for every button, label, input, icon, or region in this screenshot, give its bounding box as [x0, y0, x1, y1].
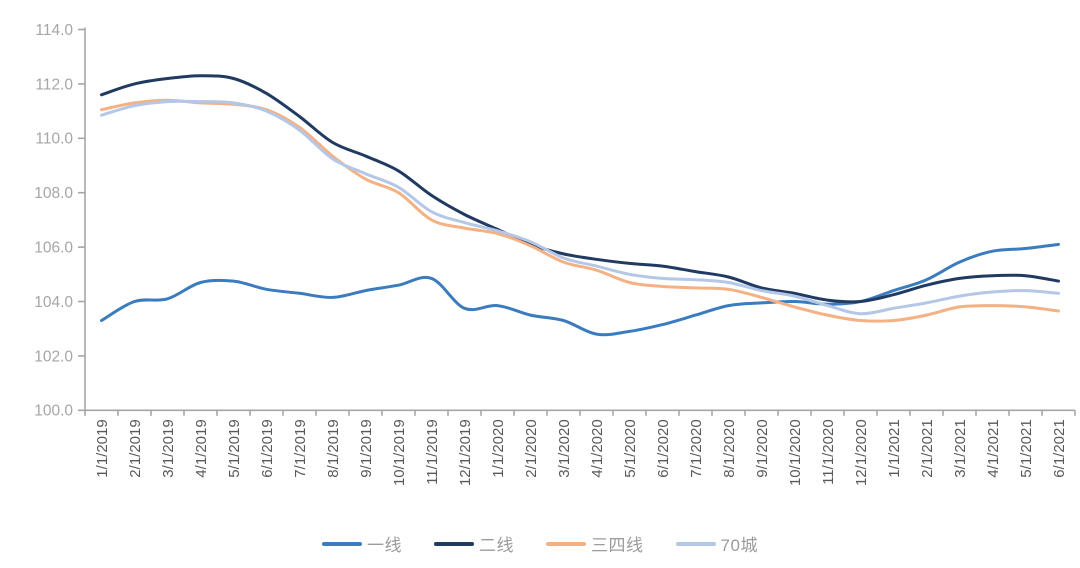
series-line-second-tier [100, 74, 1060, 304]
x-axis-label: 7/1/2020 [688, 419, 705, 477]
x-axis-label: 4/1/2020 [589, 419, 606, 477]
x-axis-label: 6/1/2020 [655, 419, 672, 477]
y-axis-label: 106.0 [34, 240, 73, 257]
y-axis-label: 114.0 [35, 22, 73, 39]
legend-label-third-fourth-tier: 三四线 [591, 536, 644, 555]
legend-item-second-tier[interactable]: 二线 [434, 531, 514, 556]
x-axis-label: 12/1/2019 [457, 419, 474, 486]
x-axis-label: 8/1/2020 [721, 419, 738, 477]
x-axis-label: 9/1/2019 [358, 419, 375, 477]
y-axis-label: 102.0 [34, 348, 73, 365]
x-axis-label: 1/1/2019 [94, 419, 111, 477]
y-axis-label: 104.0 [34, 294, 73, 311]
x-axis-label: 1/1/2021 [886, 419, 903, 477]
y-axis-label: 112.0 [35, 76, 73, 93]
x-axis-label: 2/1/2020 [523, 419, 540, 477]
x-axis-label: 5/1/2021 [1018, 419, 1035, 477]
x-axis-label: 11/1/2019 [424, 419, 441, 485]
legend-item-seventy-cities[interactable]: 70城 [675, 531, 758, 556]
chart-legend: 一线 二线 三四线 70城 [0, 531, 1080, 556]
series-line-first-tier [100, 242, 1060, 337]
x-axis-label: 12/1/2020 [853, 419, 870, 486]
legend-line-swatch-third-fourth-tier [546, 541, 587, 546]
x-axis-label: 11/1/2020 [820, 419, 837, 485]
x-axis-label: 9/1/2020 [754, 419, 771, 477]
legend-line-swatch-second-tier [434, 541, 475, 546]
legend-label-first-tier: 一线 [367, 536, 403, 555]
legend-item-first-tier[interactable]: 一线 [322, 531, 402, 556]
x-axis-label: 2/1/2019 [127, 419, 144, 477]
x-axis-label: 2/1/2021 [919, 419, 936, 477]
x-axis-label: 3/1/2019 [160, 419, 177, 477]
legend-line-swatch-first-tier [322, 541, 363, 546]
x-axis-label: 4/1/2021 [985, 419, 1002, 477]
x-axis-label: 6/1/2021 [1051, 419, 1068, 477]
x-axis-label: 1/1/2020 [490, 419, 507, 477]
x-axis-label: 5/1/2019 [226, 419, 243, 477]
x-axis-label: 5/1/2020 [622, 419, 639, 477]
y-axis-label: 100.0 [34, 403, 73, 420]
x-axis-label: 10/1/2020 [787, 419, 804, 486]
x-axis-label: 7/1/2019 [292, 419, 309, 477]
x-axis-label: 3/1/2021 [952, 419, 969, 477]
series-line-seventy-cities [100, 99, 1060, 316]
x-axis-label: 6/1/2019 [259, 419, 276, 477]
x-axis-label: 3/1/2020 [556, 419, 573, 477]
y-axis-label: 110.0 [35, 131, 73, 148]
legend-line-swatch-seventy-cities [675, 541, 716, 546]
x-axis-label: 8/1/2019 [325, 419, 342, 477]
legend-label-seventy-cities: 70城 [720, 536, 758, 555]
y-axis-label: 108.0 [34, 185, 73, 202]
x-axis-label: 4/1/2019 [193, 419, 210, 477]
legend-label-second-tier: 二线 [479, 536, 515, 555]
x-axis-label: 10/1/2019 [391, 419, 408, 486]
legend-item-third-fourth-tier[interactable]: 三四线 [546, 531, 644, 556]
